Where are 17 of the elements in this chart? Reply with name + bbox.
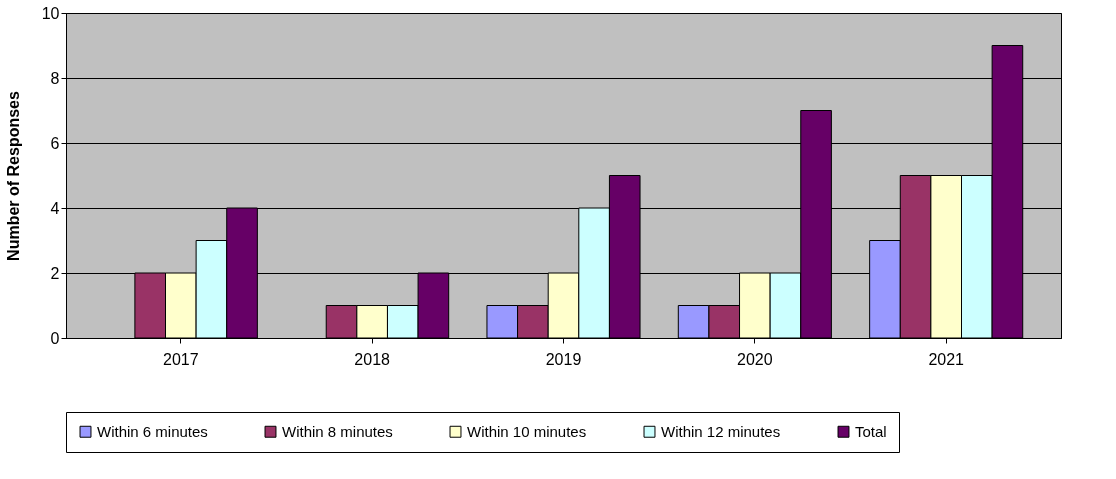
legend-label: Within 6 minutes [97,422,208,440]
legend-label: Within 12 minutes [661,422,781,440]
legend-label: Total [855,422,887,440]
y-axis-title: Number of Responses [4,90,22,261]
y-tick-label: 6 [50,134,60,152]
x-tick-label: 2018 [354,350,391,368]
x-tick-label: 2020 [737,350,773,368]
legend-label: Within 8 minutes [282,422,393,440]
y-tick-label: 0 [50,329,60,347]
y-tick-label: 4 [50,199,60,217]
x-tick-label: 2017 [163,350,199,368]
y-tick-label: 10 [41,4,60,22]
x-tick-label: 2021 [928,350,965,368]
y-tick-label: 8 [50,69,60,87]
y-tick-label: 2 [50,264,60,282]
legend-label: Within 10 minutes [467,422,587,440]
x-tick-label: 2019 [545,350,582,368]
